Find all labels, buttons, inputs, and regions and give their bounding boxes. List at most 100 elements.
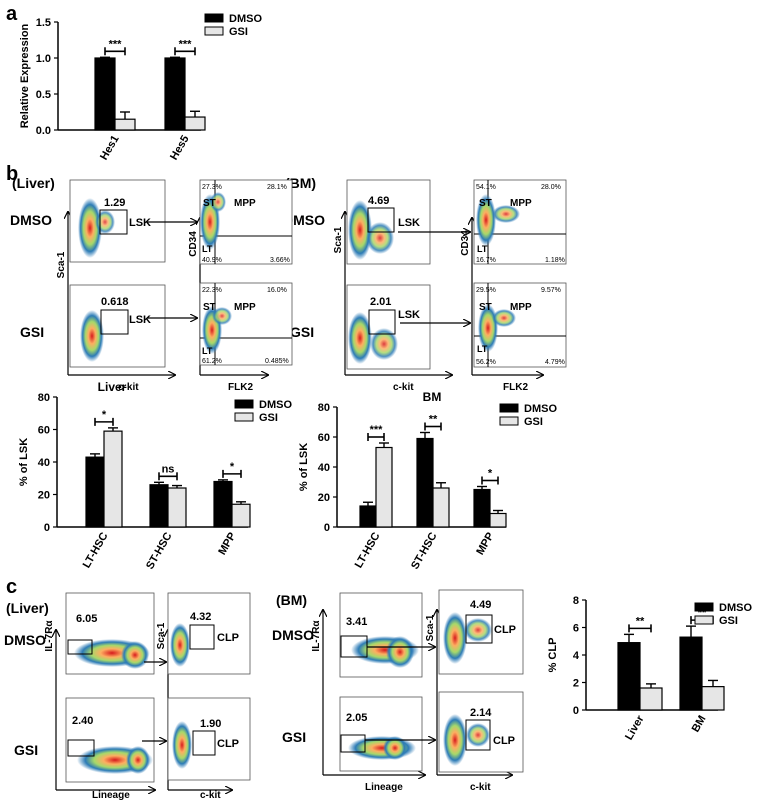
axis-il7ra-liver: IL-7Rα [44, 620, 55, 652]
axis-ckit-liver-c: c-kit [200, 790, 221, 800]
gate-lsk-liver-dmso: LSK [129, 217, 151, 229]
quad-lr-bm-dmso: 1.18% [545, 257, 565, 264]
axis-ckit-bm-c: c-kit [470, 782, 491, 793]
axis-lineage-bm: Lineage [365, 782, 403, 793]
axis-cd34-bm: CD34 [460, 230, 471, 256]
row-dmso-liver-c: DMSO [4, 632, 46, 648]
gate-value-liver-dmso-c2: 4.32 [190, 611, 211, 623]
flow-plot-liver-gsi-quad: 22.3% 16.0% 61.2% 0.485% ST MPP LT [199, 282, 293, 366]
quad-ur-bm-gsi: 9.57% [541, 287, 561, 294]
quad-ll-liver-dmso: 40.9% [202, 257, 222, 264]
bar-gsi [114, 118, 136, 131]
gate-lsk-liver-gsi: LSK [129, 314, 151, 326]
bar-dmso [617, 642, 641, 711]
flow-plot-bm-dmso-clp: 4.49 CLP [438, 589, 524, 675]
panel-letter-c: c [6, 576, 17, 598]
flow-plot-bm-dmso-lsk: 4.69 [346, 179, 431, 265]
legend-label-gsi: GSI [524, 416, 543, 428]
legend-label-gsi: GSI [719, 615, 738, 627]
legend-label-gsi: GSI [229, 26, 248, 38]
quad-ur-liver-dmso: 28.1% [267, 184, 287, 191]
bar-gsi [375, 446, 393, 528]
row-gsi-bm-c: GSI [282, 729, 306, 745]
category-label: Hes1 [98, 134, 122, 163]
axis-il7ra-bm: IL-7Rα [311, 620, 322, 652]
label-mpp-bm-gsi: MPP [510, 302, 532, 313]
quad-lr-liver-dmso: 3.66% [270, 257, 290, 264]
gate-value-bm-dmso: 4.69 [368, 195, 389, 207]
gate-value-liver-dmso-c1: 6.05 [76, 613, 97, 625]
gate-lsk-bm-dmso: LSK [398, 217, 420, 229]
y-tick-label: 40 [318, 462, 330, 474]
category-label: BM [690, 714, 709, 735]
label-lt-bm-dmso: LT [477, 244, 488, 254]
legend-label-dmso: DMSO [229, 13, 262, 25]
bar-dmso [416, 437, 434, 528]
bar-dmso [149, 484, 169, 528]
label-lt-liver-dmso: LT [202, 244, 213, 254]
label-lt-liver-gsi: LT [202, 346, 213, 356]
flow-plot-liver-gsi-il7: 2.40 [65, 697, 155, 783]
flow-plot-liver-dmso-il7: 6.05 [65, 592, 155, 675]
y-tick-label: 8 [573, 595, 579, 607]
bar-gsi [167, 487, 187, 528]
legend-swatch-gsi [234, 412, 254, 422]
quad-ul-bm-gsi: 29.5% [476, 287, 496, 294]
label-mpp-bm-dmso: MPP [510, 198, 532, 209]
flow-plot-bm-gsi-quad: 29.5% 9.57% 56.2% 4.79% ST MPP LT [473, 282, 567, 368]
axis-sca1-liver: Sca-1 [56, 251, 67, 278]
tissue-bm-b: (BM) [285, 175, 316, 191]
flow-plot-liver-dmso-quad: 27.3% 28.1% 40.9% 3.66% ST MPP LT [199, 179, 293, 265]
flow-plot-liver-gsi-clp: 1.90 CLP [167, 697, 251, 781]
y-axis-label: % of LSK [298, 443, 310, 491]
tissue-liver-c: (Liver) [6, 600, 49, 616]
y-tick-label: 1.5 [36, 17, 51, 29]
gate-clp-liver-gsi: CLP [217, 738, 239, 750]
quad-ul-liver-dmso: 27.3% [202, 184, 222, 191]
y-tick-label: 0 [324, 522, 330, 534]
y-tick-label: 1.0 [36, 53, 51, 65]
flow-plot-liver-dmso-clp: 4.32 CLP [167, 592, 251, 675]
significance-label: *** [109, 38, 123, 50]
significance-label: ** [636, 615, 645, 627]
gate-value-liver-gsi-c2: 1.90 [200, 718, 221, 730]
flow-plot-bm-gsi-lsk: 2.01 [346, 284, 431, 370]
legend-swatch-dmso [204, 13, 224, 23]
y-tick-label: 20 [318, 492, 330, 504]
label-mpp-liver-dmso: MPP [234, 198, 256, 209]
chart-title: Liver [98, 380, 127, 394]
panel-letter-b: b [6, 163, 18, 185]
bar-dmso [85, 456, 105, 528]
legend-swatch-dmso [499, 403, 519, 413]
gate-clp-liver-dmso: CLP [217, 632, 239, 644]
y-tick-label: 0.0 [36, 125, 51, 137]
bar-gsi [184, 116, 206, 131]
legend-label-dmso: DMSO [524, 403, 557, 415]
bar-gsi [432, 487, 450, 528]
row-gsi-bm-b: GSI [290, 324, 314, 340]
quad-ur-bm-dmso: 28.0% [541, 184, 561, 191]
label-lt-bm-gsi: LT [477, 344, 488, 354]
gate-value-bm-dmso-c2: 4.49 [470, 599, 491, 611]
tissue-liver-b: (Liver) [12, 175, 55, 191]
gate-clp-bm-dmso: CLP [494, 624, 516, 636]
legend-swatch-gsi [694, 615, 714, 625]
significance-label: ** [429, 414, 438, 426]
legend-swatch-gsi [204, 26, 224, 36]
row-dmso-liver-b: DMSO [10, 212, 52, 228]
legend-label-gsi: GSI [259, 412, 278, 424]
label-st-bm-dmso: ST [479, 198, 492, 209]
category-label: MPP [474, 531, 496, 558]
y-tick-label: 80 [38, 392, 50, 404]
category-label: ST-HSC [144, 530, 175, 571]
bar-gsi [489, 512, 507, 528]
bar-dmso [679, 636, 703, 711]
axis-flk2-bm: FLK2 [503, 382, 528, 393]
legend-swatch-gsi [499, 416, 519, 426]
flow-c-labels: (Liver) (BM) DMSO GSI DMSO GSI IL-7Rα Li… [4, 592, 512, 800]
quad-ul-liver-gsi: 22.3% [202, 287, 222, 294]
y-tick-label: 0 [44, 522, 50, 534]
bar-gsi [103, 430, 123, 528]
flow-b-labels: (Liver) (BM) DMSO GSI DMSO GSI Sca-1 c-k… [10, 175, 543, 393]
bar-dmso [213, 480, 233, 528]
